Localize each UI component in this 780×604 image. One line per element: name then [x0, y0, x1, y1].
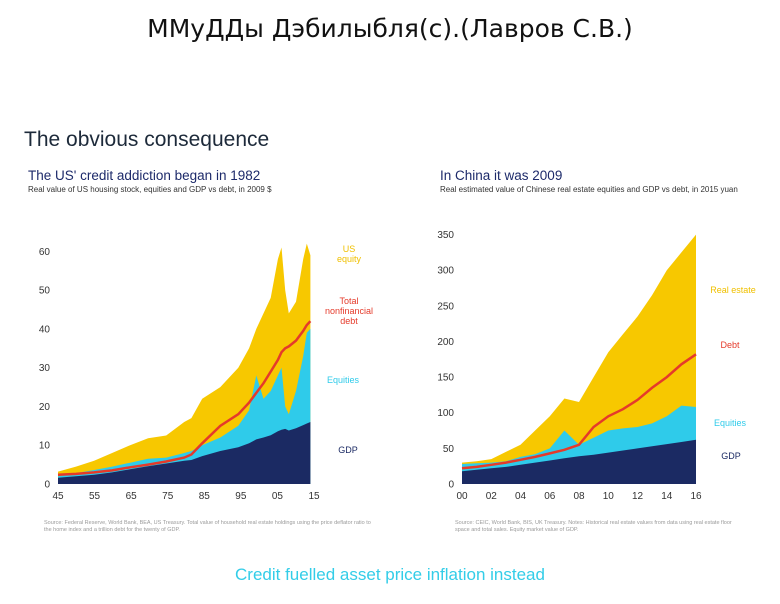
- bottom-caption: Credit fuelled asset price inflation ins…: [235, 565, 545, 584]
- right-chart-x-tick: 12: [632, 491, 644, 502]
- left-chart-series-label-line: equity: [337, 254, 362, 264]
- left-chart-x-tick: 95: [235, 491, 247, 502]
- right-chart-x-tick: 04: [515, 491, 527, 502]
- right-chart-y-tick: 0: [448, 480, 454, 491]
- left-chart-series-label-line: US: [343, 244, 356, 254]
- left-chart-x-tick: 75: [162, 491, 174, 502]
- right-chart-series-label-line: Debt: [720, 340, 740, 350]
- left-chart-y-tick: 0: [44, 480, 50, 491]
- right-chart-x-tick: 00: [456, 491, 468, 502]
- left-chart-series-label-line: debt: [340, 316, 358, 326]
- right-chart-x-tick: 08: [573, 491, 585, 502]
- left-chart-debt-line: [57, 320, 312, 476]
- right-chart-series-label: GDP: [721, 451, 741, 461]
- left-chart-title: The US' credit addiction began in 1982: [28, 168, 261, 183]
- right-chart-series-label: Real estate: [710, 285, 756, 295]
- left-chart-gdp-area: [58, 422, 311, 484]
- left-chart-x-tick: 65: [126, 491, 138, 502]
- right-chart-series-label: Equities: [714, 418, 747, 428]
- left-chart-y-tick: 50: [39, 286, 51, 297]
- left-chart-series-label-line: nonfinancial: [325, 306, 373, 316]
- right-chart-x-tick: 10: [603, 491, 615, 502]
- right-chart-x-tick: 14: [661, 491, 673, 502]
- right-chart-y-tick: 300: [437, 266, 454, 277]
- right-chart-x-tick: 16: [690, 491, 702, 502]
- left-chart-x-tick: 05: [272, 491, 284, 502]
- slide-title: The obvious consequence: [24, 128, 270, 151]
- right-chart-y-tick: 150: [437, 373, 454, 384]
- left-chart-series-label: GDP: [338, 445, 358, 455]
- right-chart-x-tick: 02: [486, 491, 498, 502]
- right-chart-gdp-area: [462, 439, 696, 484]
- left-chart-series-label: Equities: [327, 375, 360, 385]
- right-chart-title: In China it was 2009: [440, 168, 563, 183]
- left-chart-y-tick: 60: [39, 247, 51, 258]
- right-chart-series-label-line: Equities: [714, 418, 747, 428]
- left-chart-series-label: Total nonfinancial debt: [325, 296, 373, 326]
- right-chart-y-tick: 350: [437, 230, 454, 241]
- left-chart-x-tick: 55: [89, 491, 101, 502]
- left-chart-x-tick: 45: [52, 491, 64, 502]
- right-chart-debt-line: [461, 353, 697, 470]
- left-chart-source: Source: Federal Reserve, World Bank, BEA…: [44, 520, 371, 533]
- right-chart-y-tick: 100: [437, 408, 454, 419]
- left-chart-series-label-line: Total: [339, 296, 358, 306]
- header-title: ММуДДы Дэбилыбля(с).(Лавров С.В.): [147, 14, 633, 43]
- left-chart-subtitle: Real value of US housing stock, equities…: [28, 185, 272, 194]
- right-chart-y-tick: 50: [443, 444, 455, 455]
- right-chart-series-label-line: GDP: [721, 451, 741, 461]
- left-chart-series-label-line: GDP: [338, 445, 358, 455]
- left-chart-y-tick: 40: [39, 324, 51, 335]
- left-chart-x-tick: 15: [308, 491, 320, 502]
- right-chart-y-tick: 250: [437, 301, 454, 312]
- left-chart-series-label-line: Equities: [327, 375, 360, 385]
- right-chart-source: Source: CEIC, World Bank, BIS, UK Treasu…: [455, 520, 732, 533]
- left-chart-series-label: US equity: [337, 244, 362, 264]
- left-chart-y-tick: 10: [39, 441, 51, 452]
- right-chart-series-label: Debt: [720, 340, 740, 350]
- left-chart-y-tick: 30: [39, 363, 51, 374]
- left-chart-x-tick: 85: [199, 491, 211, 502]
- right-chart-y-tick: 200: [437, 337, 454, 348]
- right-chart-x-tick: 06: [544, 491, 556, 502]
- right-chart-series-label-line: Real estate: [710, 285, 756, 295]
- right-chart-subtitle: Real estimated value of Chinese real est…: [440, 185, 738, 194]
- right-chart-housing-area: [462, 234, 696, 484]
- left-chart-y-tick: 20: [39, 402, 51, 413]
